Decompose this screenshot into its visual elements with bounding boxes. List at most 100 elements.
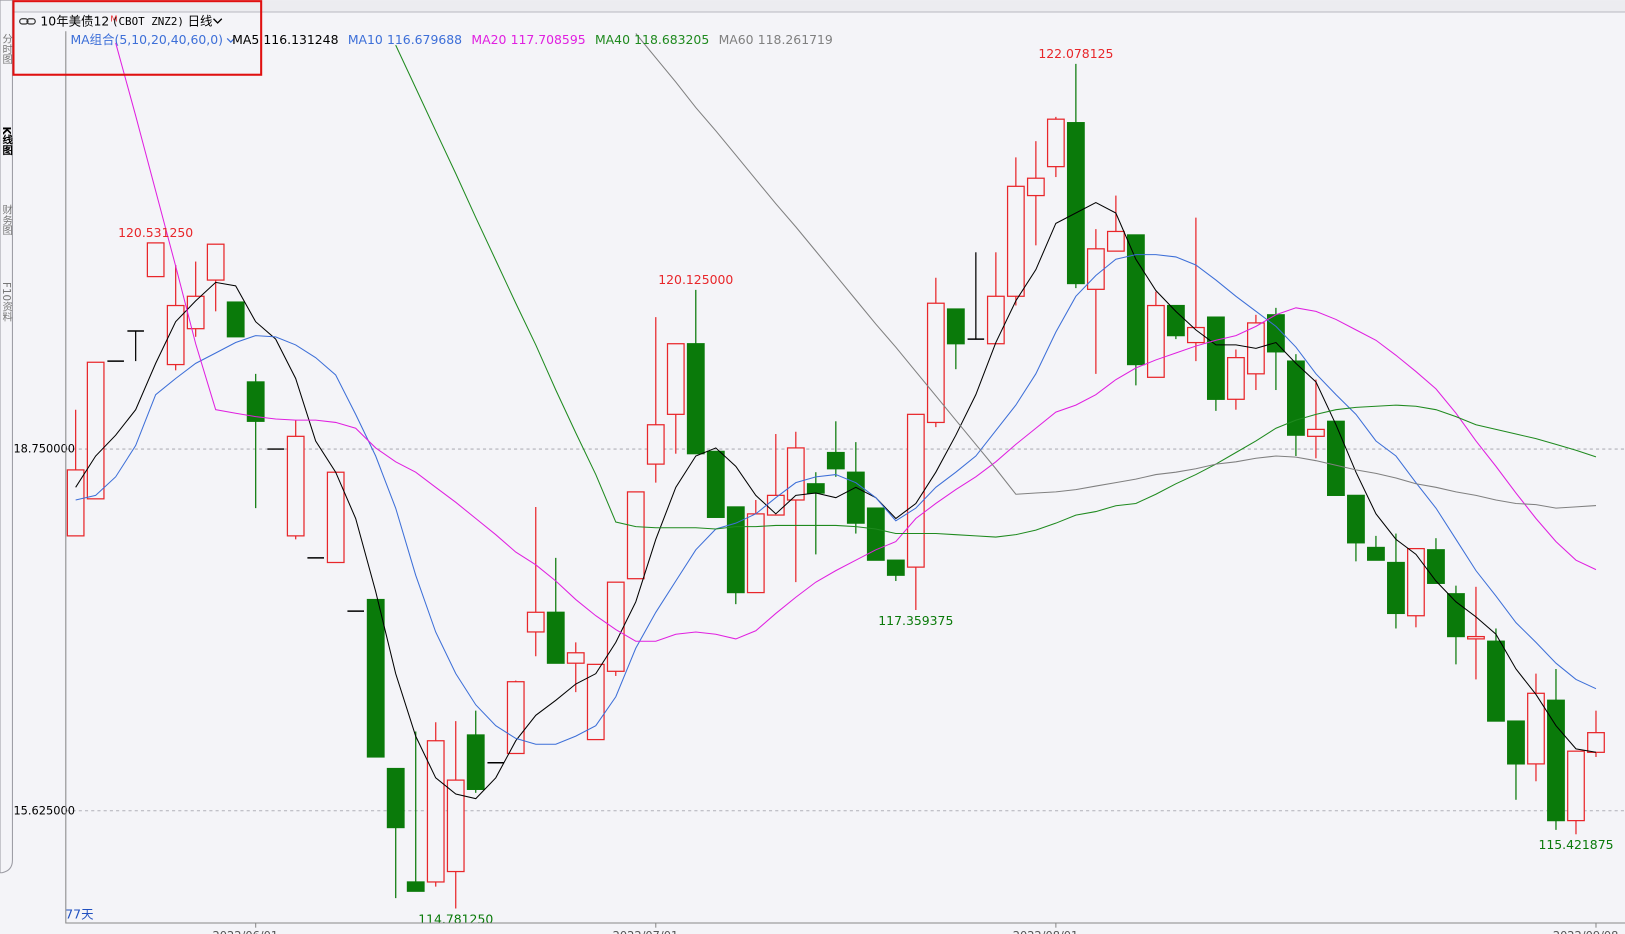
candle-body	[1347, 494, 1365, 544]
span-label: 77天	[65, 907, 93, 922]
candle-body	[786, 447, 805, 501]
legend-value: 117.708595	[511, 32, 586, 47]
candle-body	[666, 343, 685, 415]
side-tab[interactable]: F10资料	[0, 282, 12, 323]
candle-body	[1567, 750, 1585, 822]
candle-body	[1407, 547, 1425, 617]
toolbar	[0, 0, 1625, 12]
legend-value: 118.683205	[634, 32, 709, 47]
chain-icon	[19, 18, 36, 25]
candle-body	[886, 559, 905, 576]
extreme-label: 120.531250	[118, 225, 193, 240]
candle-body	[146, 242, 165, 278]
extreme-label: 120.125000	[658, 272, 733, 287]
candle-body	[706, 450, 725, 518]
candle-body	[846, 471, 865, 524]
x-tick-label: 2022/08/01	[1013, 928, 1079, 934]
candle-body	[546, 611, 565, 664]
side-tab[interactable]: 分时图	[0, 33, 12, 65]
candle-body	[726, 506, 745, 594]
legend-name: MA5	[232, 32, 259, 47]
candle-body	[366, 598, 385, 758]
candle-body	[466, 734, 485, 790]
candle-body	[826, 451, 845, 470]
candle-body	[586, 663, 605, 741]
candle-body	[986, 295, 1005, 345]
extreme-label: 117.359375	[878, 613, 953, 628]
candle-body	[906, 413, 925, 568]
candle-body	[1267, 314, 1285, 353]
ma-line	[75, 201, 1597, 800]
legend-name: MA60	[719, 32, 754, 47]
candle-body	[386, 767, 405, 829]
candle-body	[1206, 316, 1225, 400]
candle-body	[206, 243, 225, 281]
candle-body	[686, 343, 705, 455]
indicator-select[interactable]: MA组合(5,10,20,40,60,0)	[70, 32, 223, 47]
candle-body	[1487, 640, 1505, 722]
candle-body	[1587, 732, 1605, 753]
candle-body	[246, 381, 265, 422]
ma-line	[395, 44, 1597, 538]
side-tabs	[0, 0, 13, 874]
candle-body	[406, 881, 425, 892]
ma-line	[635, 33, 1597, 509]
title-superscript: M	[110, 13, 117, 23]
candle-body	[226, 301, 245, 338]
candle-body	[746, 513, 765, 594]
ma-line	[75, 254, 1597, 745]
candle-body	[1166, 304, 1185, 337]
candle-body	[1026, 177, 1045, 197]
candle-body	[866, 507, 885, 561]
extreme-label: 114.781250	[418, 911, 493, 926]
legend-value: 116.131248	[263, 32, 338, 47]
candle-body	[926, 302, 945, 424]
candle-body	[1387, 561, 1405, 615]
candle-body	[1527, 692, 1545, 765]
plot-area: 118.750000 115.625000 2022/06/01 2022/07/01…	[6, 33, 1625, 934]
candle-body	[86, 361, 105, 500]
side-tab[interactable]: K线图	[0, 127, 12, 157]
y-tick-label: 118.750000	[6, 442, 75, 456]
candle-body	[946, 308, 965, 345]
legend-value: 118.261719	[758, 32, 833, 47]
candle-body	[1427, 549, 1445, 584]
candle-body	[606, 581, 625, 672]
candle-body	[426, 740, 445, 883]
legend-name: MA40	[595, 32, 630, 47]
plot-clip	[66, 33, 1625, 909]
candle-body	[506, 681, 525, 755]
candle-body	[1106, 230, 1125, 252]
candle-body	[1126, 234, 1145, 366]
extreme-label: 122.078125	[1038, 46, 1113, 61]
highlight-box	[12, 0, 263, 76]
candle-body	[446, 779, 465, 873]
dropdown-arrow[interactable]	[226, 38, 235, 43]
legend-name: MA10	[348, 32, 383, 47]
dropdown-arrow[interactable]	[213, 18, 223, 24]
candle-body	[1327, 420, 1345, 496]
legend-value: 116.679688	[387, 32, 462, 47]
candle-body	[166, 304, 185, 366]
candle-body	[1287, 360, 1305, 436]
candle-body	[1307, 428, 1325, 437]
candle-body	[1186, 326, 1205, 344]
candle-body	[646, 424, 665, 465]
candle-body	[1006, 185, 1025, 297]
candle-body	[1146, 304, 1165, 378]
candle-body	[806, 483, 825, 494]
candle-body	[626, 491, 645, 580]
ma-line	[115, 42, 1597, 642]
instrument-title[interactable]: 10年美债12	[40, 13, 109, 28]
side-tab[interactable]: 财务图	[0, 203, 12, 236]
y-tick-label: 115.625000	[6, 803, 75, 817]
candle-body	[1086, 248, 1105, 290]
candle-body	[1447, 593, 1465, 638]
candle-body	[66, 469, 85, 537]
x-tick-label: 2022/09/08	[1553, 928, 1619, 934]
x-tick-label: 2022/06/01	[213, 928, 279, 934]
period-select[interactable]: 日线	[188, 13, 213, 28]
